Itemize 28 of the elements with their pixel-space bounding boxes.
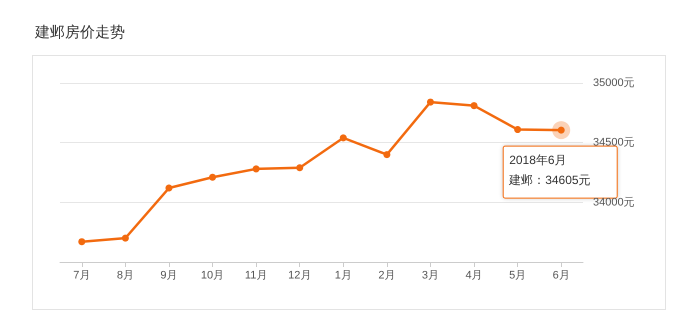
x-tick-label: 7月	[73, 270, 90, 282]
point	[426, 98, 434, 106]
y-tick-label: 34000元	[593, 196, 635, 208]
point	[383, 151, 390, 158]
chart-title: 建邺房价走势	[34, 24, 125, 41]
point	[122, 234, 129, 242]
point	[514, 126, 522, 134]
x-tick-label: 5月	[509, 270, 526, 282]
point	[78, 238, 86, 246]
x-tick-label: 3月	[422, 270, 440, 282]
point	[209, 174, 216, 181]
annotation: 建邺：34605元	[508, 173, 591, 188]
point	[165, 184, 172, 192]
x-tick-label: 12月	[288, 270, 312, 282]
x-tick-label: 11月	[244, 270, 268, 282]
point	[296, 164, 304, 172]
x-tick-label: 8月	[116, 270, 134, 282]
annotation: 2018年6月	[509, 153, 567, 168]
point	[340, 134, 347, 142]
y-tick-label: 35000元	[593, 77, 635, 89]
x-tick-label: 4月	[465, 270, 483, 282]
x-tick-label: 9月	[160, 270, 178, 282]
point	[252, 165, 260, 172]
point	[470, 102, 478, 110]
x-tick-label: 10月	[200, 270, 224, 282]
x-tick-label: 1月	[334, 270, 352, 282]
x-tick-label: 2月	[378, 270, 396, 282]
x-tick-label: 6月	[552, 270, 570, 282]
